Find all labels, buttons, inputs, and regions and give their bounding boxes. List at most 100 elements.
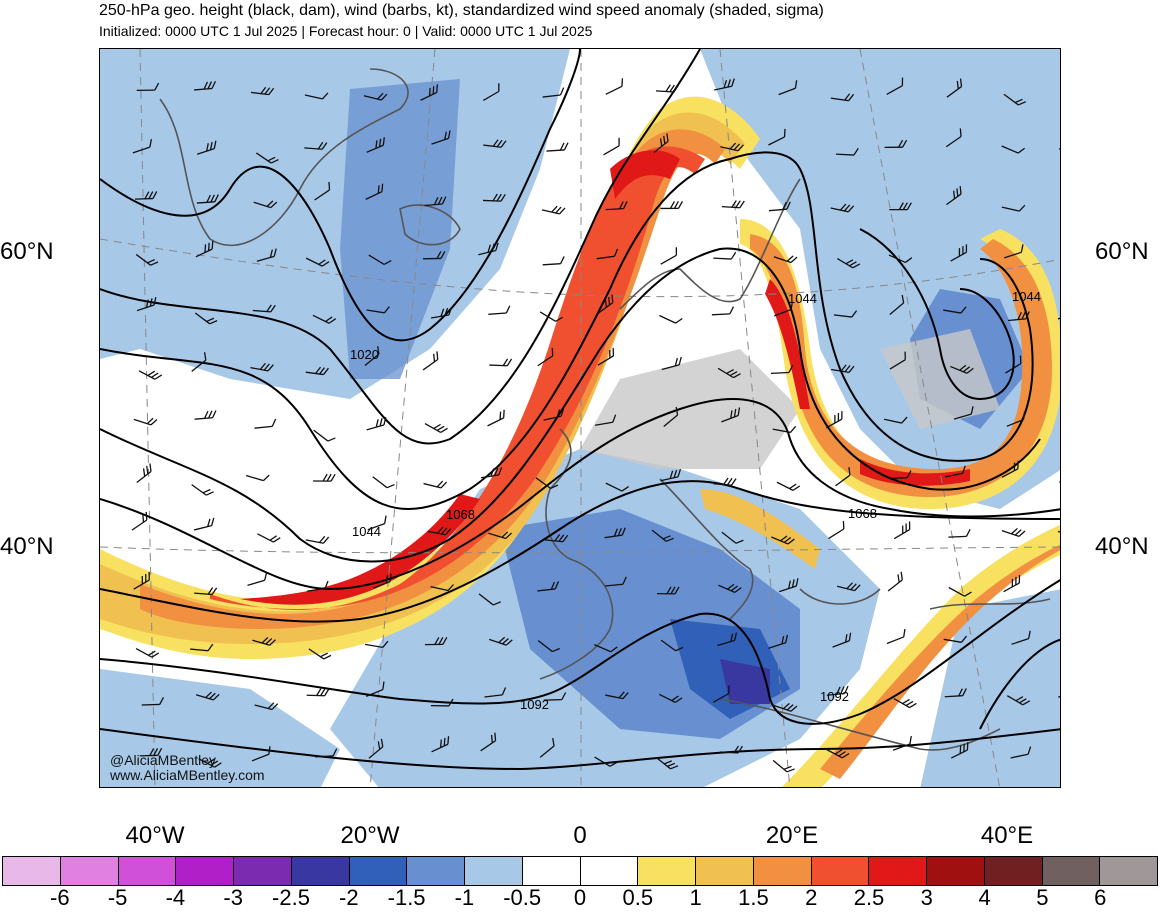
wind-barb: [1006, 695, 1031, 706]
wind-barb: [943, 306, 967, 314]
contour-label-1044-russia-b: 1044: [1012, 289, 1041, 304]
wind-barb: [603, 137, 620, 156]
wind-barb: [541, 205, 566, 215]
colorbar-tick-label: 5: [1036, 885, 1049, 910]
map-canvas: 1020 1044 1068 1044 1044 1068 1092 1092: [100, 49, 1060, 787]
colorbar-swatch: [176, 857, 234, 885]
wind-barb: [712, 685, 730, 703]
wind-barb: [889, 470, 912, 480]
wind-barb: [1010, 746, 1032, 759]
wind-barb: [365, 681, 385, 697]
wind-barb: [1059, 477, 1060, 483]
wind-barb: [132, 139, 153, 154]
jet-stream-eastern-med: [781, 524, 1060, 787]
wind-barb: [194, 410, 217, 420]
wind-barb: [424, 636, 448, 646]
wind-barb: [660, 201, 683, 210]
wind-barb: [256, 248, 277, 262]
wind-barb: [713, 477, 737, 486]
wind-barb: [721, 200, 745, 209]
wind-barb: [945, 128, 962, 148]
wind-barb: [488, 636, 513, 646]
wind-barb: [594, 756, 618, 767]
wind-barb: [305, 366, 329, 376]
wind-barb: [663, 406, 679, 427]
wind-barb: [257, 533, 281, 543]
lon-label-20e: 20°E: [765, 822, 819, 849]
wind-barb: [194, 80, 217, 91]
wind-barb: [771, 535, 795, 545]
colorbar-tick-label: 6: [1094, 885, 1107, 910]
wind-barb: [198, 758, 222, 768]
wind-barb: [826, 685, 849, 696]
wind-barb: [597, 294, 614, 314]
wind-barb: [422, 351, 439, 371]
colorbar: [2, 856, 1158, 886]
wind-barb: [247, 572, 268, 587]
colorbar-swatch: [118, 857, 177, 885]
height-contours: [100, 49, 1060, 771]
wind-barb: [830, 93, 855, 102]
wind-barb: [883, 416, 908, 424]
wind-barb: [768, 634, 789, 649]
colorbar-swatch: [984, 857, 1043, 885]
wind-barb: [1011, 630, 1031, 645]
chart-subtitle: Initialized: 0000 UTC 1 Jul 2025 | Forec…: [99, 23, 593, 39]
wind-barb: [717, 367, 741, 379]
wind-barb: [718, 583, 742, 594]
wind-barb: [717, 632, 738, 647]
wind-barb: [768, 128, 786, 146]
wind-barb: [308, 648, 332, 660]
wind-barb: [306, 688, 330, 697]
colorbar-tick-label: 1.5: [738, 885, 769, 910]
wind-barb: [364, 346, 380, 366]
wind-barb: [889, 351, 906, 370]
wind-barb: [131, 511, 148, 531]
wind-barb: [424, 423, 448, 434]
wind-barb: [1005, 355, 1022, 374]
wind-barb: [950, 741, 969, 759]
wind-barb: [478, 242, 499, 256]
wind-barb: [245, 474, 270, 482]
colorbar-swatch: [291, 857, 350, 885]
wind-barb: [946, 78, 963, 98]
wind-barb: [772, 425, 797, 434]
contour-label-1068-atlantic: 1068: [446, 507, 475, 522]
wind-barb: [136, 297, 157, 312]
map-panel: 1020 1044 1068 1044 1044 1068 1092 1092: [99, 48, 1061, 788]
wind-barb: [430, 698, 454, 707]
wind-barb: [887, 571, 903, 592]
negative-anomaly-region: [720, 659, 770, 704]
wind-barb: [372, 476, 395, 489]
colorbar-tick-label: -5: [107, 885, 128, 910]
wind-barb: [313, 429, 336, 442]
negative-anomaly-region: [100, 669, 340, 787]
wind-barb: [543, 692, 567, 701]
colorbar-tick-label: -3: [223, 885, 243, 910]
negative-anomaly-region: [340, 79, 460, 379]
wind-barb: [1001, 145, 1026, 154]
colorbar-swatch: [407, 857, 465, 885]
wind-barb: [772, 759, 795, 773]
wind-barb: [365, 183, 384, 200]
wind-barb: [304, 141, 328, 150]
wind-barb: [893, 521, 911, 540]
negative-anomaly-region: [920, 589, 1060, 787]
wind-barb: [543, 408, 565, 421]
wind-barb: [721, 531, 744, 544]
wind-barb: [480, 732, 497, 752]
colorbar-tick-label: -2: [339, 885, 359, 910]
lon-label-20w: 20°W: [340, 822, 400, 849]
wind-barb: [190, 643, 214, 652]
wind-barb: [136, 82, 160, 92]
colorbar-swatch: [349, 857, 408, 885]
colorbar-swatch: [580, 857, 639, 885]
wind-barb: [191, 352, 207, 372]
jet-stream-balkans: [700, 489, 820, 569]
wind-barb: [656, 757, 679, 770]
wind-barb: [304, 92, 329, 100]
colorbar-swatch: [753, 857, 812, 885]
wind-barb: [489, 358, 513, 367]
near-zero-gray-region: [880, 329, 1000, 429]
wind-barb: [194, 587, 218, 596]
